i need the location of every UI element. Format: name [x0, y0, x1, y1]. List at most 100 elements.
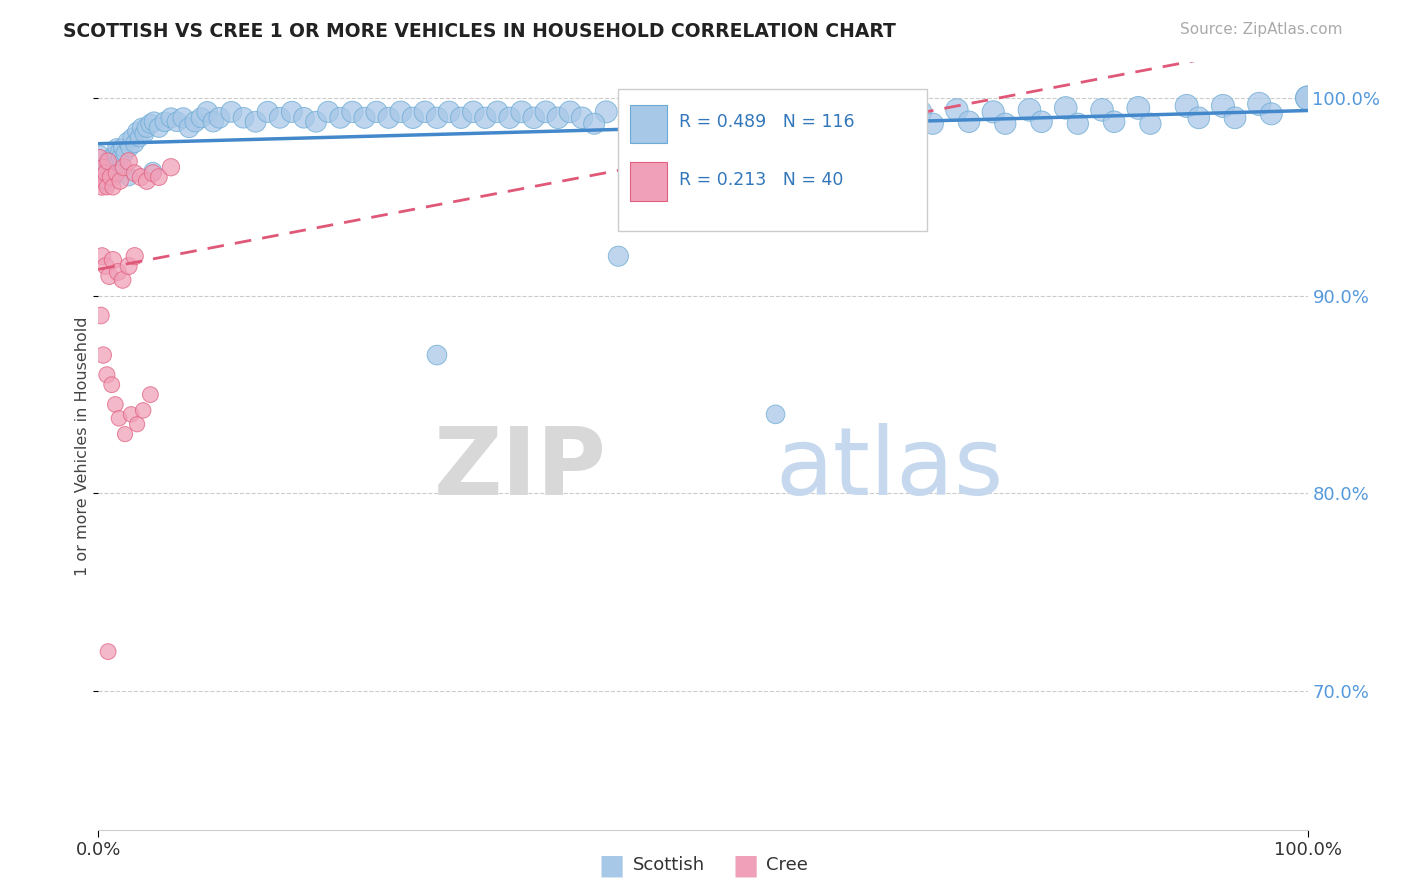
Point — [132, 403, 155, 417]
Point — [389, 104, 412, 119]
Point — [1223, 111, 1246, 125]
Point — [124, 249, 146, 263]
Point — [148, 120, 170, 135]
Point — [143, 114, 166, 128]
Point — [108, 145, 131, 159]
Point — [316, 104, 339, 119]
Point — [100, 150, 122, 164]
Point — [837, 104, 859, 119]
Point — [103, 170, 125, 185]
Point — [221, 104, 243, 119]
Text: ZIP: ZIP — [433, 423, 606, 515]
Bar — [630, 104, 666, 143]
FancyBboxPatch shape — [619, 89, 927, 231]
Text: Source: ZipAtlas.com: Source: ZipAtlas.com — [1180, 22, 1343, 37]
Point — [1054, 101, 1077, 115]
Point — [208, 111, 231, 125]
Point — [595, 104, 617, 119]
Point — [329, 111, 352, 125]
Point — [172, 111, 194, 125]
Point — [124, 166, 146, 180]
Point — [402, 111, 425, 125]
Point — [93, 174, 115, 188]
Point — [90, 146, 112, 161]
Point — [994, 117, 1017, 131]
Point — [1128, 101, 1150, 115]
Bar — [630, 162, 666, 201]
Point — [740, 117, 762, 131]
Point — [190, 111, 212, 125]
Point — [111, 273, 134, 287]
Point — [111, 140, 134, 154]
Point — [139, 387, 162, 401]
Point — [153, 114, 176, 128]
Point — [105, 166, 128, 180]
Point — [128, 130, 150, 145]
Point — [1139, 117, 1161, 131]
Point — [269, 111, 291, 125]
Point — [91, 160, 114, 174]
Point — [655, 120, 678, 135]
Point — [90, 170, 112, 185]
Text: SCOTTISH VS CREE 1 OR MORE VEHICLES IN HOUSEHOLD CORRELATION CHART: SCOTTISH VS CREE 1 OR MORE VEHICLES IN H… — [63, 22, 896, 41]
Point — [117, 135, 139, 149]
Point — [134, 127, 156, 141]
Point — [94, 166, 117, 180]
Point — [118, 154, 141, 169]
Point — [100, 158, 122, 172]
Point — [127, 125, 149, 139]
Point — [946, 103, 969, 117]
Point — [1031, 114, 1053, 128]
Point — [463, 104, 485, 119]
Point — [105, 140, 128, 154]
Point — [1188, 111, 1211, 125]
Point — [90, 309, 112, 323]
Point — [1296, 91, 1319, 105]
Point — [1091, 103, 1114, 117]
Point — [112, 160, 135, 174]
Point — [413, 104, 436, 119]
Point — [1296, 91, 1319, 105]
Point — [97, 645, 120, 659]
Point — [256, 104, 278, 119]
Point — [93, 174, 115, 188]
Point — [118, 170, 141, 185]
Point — [534, 104, 557, 119]
Point — [1249, 97, 1271, 112]
Point — [692, 103, 714, 117]
Point — [1260, 107, 1282, 121]
Text: R = 0.489   N = 116: R = 0.489 N = 116 — [679, 113, 855, 131]
Point — [94, 259, 117, 273]
Point — [957, 114, 980, 128]
Point — [104, 397, 127, 411]
Point — [124, 136, 146, 151]
Point — [108, 411, 131, 425]
Point — [607, 249, 630, 263]
Point — [377, 111, 399, 125]
Point — [232, 111, 254, 125]
Point — [101, 164, 124, 178]
Point — [849, 117, 872, 131]
Point — [366, 104, 388, 119]
Point — [91, 180, 114, 194]
Point — [1102, 114, 1125, 128]
Point — [353, 111, 375, 125]
Point — [728, 111, 751, 125]
Point — [139, 117, 162, 131]
Point — [558, 104, 581, 119]
Point — [135, 120, 157, 135]
Point — [910, 104, 932, 119]
Point — [450, 111, 472, 125]
Y-axis label: 1 or more Vehicles in Household: 1 or more Vehicles in Household — [75, 317, 90, 575]
Point — [1067, 117, 1090, 131]
Point — [118, 259, 141, 273]
Point — [202, 114, 225, 128]
Point — [89, 150, 111, 164]
Point — [292, 111, 315, 125]
Point — [98, 168, 121, 182]
Point — [281, 104, 304, 119]
Point — [100, 170, 122, 185]
Point — [619, 111, 641, 125]
Point — [148, 170, 170, 185]
Point — [245, 114, 267, 128]
